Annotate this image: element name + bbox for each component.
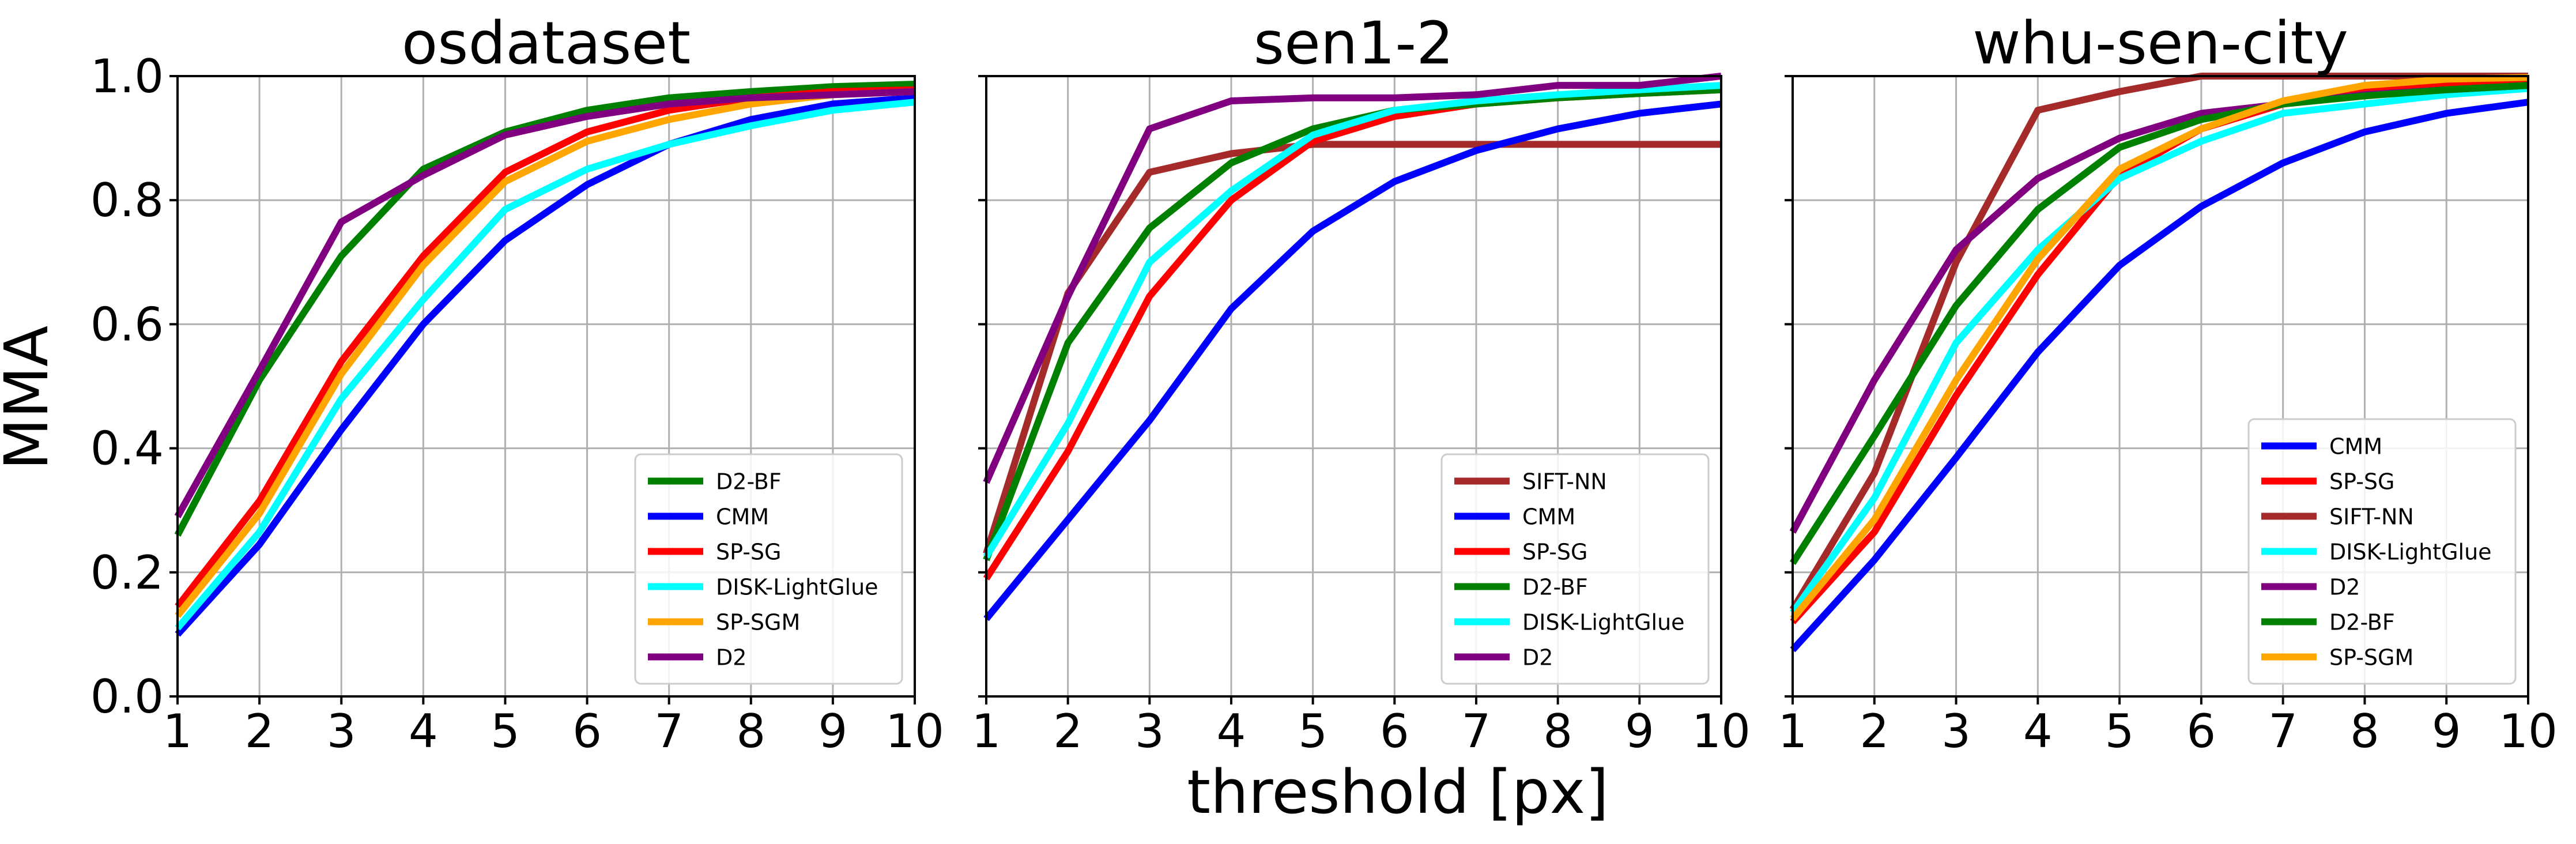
legend-box xyxy=(634,453,903,685)
series-line-cmm xyxy=(983,100,1722,621)
legend-entry: D2-BF xyxy=(716,469,782,495)
x-axis-label: threshold [px] xyxy=(1187,757,1609,827)
x-tick-label: 9 xyxy=(2432,704,2461,758)
x-tick-label: 1 xyxy=(972,704,1001,758)
x-tick-label: 4 xyxy=(1217,704,1246,758)
chart-panel-3: 1 2 3 4 5 6 7 8 9 10 whu-sen-city CMM SP-SG SIFT-NN DI… xyxy=(1778,9,2558,758)
x-tick-label: 10 xyxy=(885,704,944,758)
legend-entry: CMM xyxy=(716,504,769,530)
x-tick-label: 4 xyxy=(2023,704,2053,758)
legend-box xyxy=(1440,453,1710,685)
x-tick-label: 10 xyxy=(1692,704,1751,758)
series-line-disk-lightglue xyxy=(175,99,915,631)
y-tick-label: 0.2 xyxy=(90,546,164,600)
x-axis: 1 2 3 4 5 6 7 8 9 10 xyxy=(163,696,944,758)
series-line-d2-bf xyxy=(174,81,915,537)
y-axis xyxy=(978,75,986,698)
legend-entry: SIFT-NN xyxy=(2329,504,2414,530)
x-tick-label: 4 xyxy=(409,704,438,758)
series-lines xyxy=(983,73,1722,621)
x-tick-label: 5 xyxy=(2105,704,2134,758)
series-line-sift-nn xyxy=(983,141,1721,555)
x-tick-label: 3 xyxy=(327,704,356,758)
chart-panel-2: 1 2 3 4 5 6 7 8 9 10 sen1-2 SIFT-NN CMM SP-SG D2-BF DIS… xyxy=(972,9,1751,758)
x-tick-label: 7 xyxy=(2268,704,2298,758)
legend-entry: D2-BF xyxy=(1522,575,1588,600)
series-line-d2 xyxy=(983,73,1722,484)
legend-box xyxy=(2247,418,2517,685)
y-axis xyxy=(1785,75,1793,698)
x-tick-label: 6 xyxy=(1380,704,1409,758)
legend-entry: D2 xyxy=(2329,575,2360,600)
panel-title: osdataset xyxy=(402,9,691,78)
y-tick-label: 0.8 xyxy=(90,174,164,227)
legend-entry: D2 xyxy=(1522,645,1553,670)
x-tick-label: 8 xyxy=(1543,704,1572,758)
legend-entry: D2 xyxy=(716,645,746,670)
legend-entry: SP-SG xyxy=(716,540,781,565)
plot-frame xyxy=(176,75,916,698)
x-tick-label: 8 xyxy=(736,704,765,758)
plot-frame xyxy=(1791,75,2529,698)
x-tick-label: 3 xyxy=(1941,704,1971,758)
legend: CMM SP-SG SIFT-NN DISK-LightGlue D2 D2-BF SP-S… xyxy=(2247,418,2517,685)
x-tick-label: 9 xyxy=(1625,704,1654,758)
x-tick-label: 1 xyxy=(163,704,193,758)
x-tick-label: 2 xyxy=(1053,704,1083,758)
y-tick-label: 0.6 xyxy=(90,297,164,351)
series-line-cmm xyxy=(175,94,915,637)
legend-entry: SP-SGM xyxy=(2329,645,2413,670)
series-lines xyxy=(1789,73,2529,653)
legend-entry: SP-SG xyxy=(1522,540,1587,565)
legend-entry: CMM xyxy=(2329,434,2382,459)
series-line-disk-lightglue xyxy=(1790,85,2529,615)
x-tick-label: 1 xyxy=(1778,704,1808,758)
legend-entry: DISK-LightGlue xyxy=(1522,610,1685,635)
chart-panel-1: 1 2 3 4 5 6 7 8 9 10 0.0 0.2 0.4 0.6 0.8 1.0 osdataset D2… xyxy=(90,9,944,758)
x-axis: 1 2 3 4 5 6 7 8 9 10 xyxy=(972,696,1751,758)
x-tick-label: 2 xyxy=(1860,704,1889,758)
legend-entry: D2-BF xyxy=(2329,610,2395,635)
x-tick-label: 2 xyxy=(245,704,274,758)
series-line-d2-bf xyxy=(1789,82,2529,565)
x-tick-label: 10 xyxy=(2499,704,2558,758)
x-tick-label: 5 xyxy=(1298,704,1327,758)
legend-entry: SIFT-NN xyxy=(1522,469,1607,495)
plot-frame xyxy=(985,75,1722,698)
x-tick-label: 6 xyxy=(572,704,602,758)
series-line-d2 xyxy=(174,88,915,518)
y-tick-label: 0.0 xyxy=(90,670,164,724)
legend-entry: SP-SG xyxy=(2329,469,2394,495)
legend-entry: SP-SGM xyxy=(716,610,800,635)
chart-panels: 1 2 3 4 5 6 7 8 9 100.00.20.40.60.81.0 osdatasetD2… xyxy=(90,9,2558,758)
x-tick-label: 8 xyxy=(2350,704,2379,758)
x-axis: 1 2 3 4 5 6 7 8 9 10 xyxy=(1778,696,2558,758)
panel-title: sen1-2 xyxy=(1254,9,1454,78)
y-tick-label: 0.4 xyxy=(90,422,164,476)
series-line-sp-sgm xyxy=(1790,74,2529,621)
x-tick-label: 6 xyxy=(2186,704,2216,758)
y-tick-label: 1.0 xyxy=(90,50,164,103)
panel-title: whu-sen-city xyxy=(1972,9,2348,78)
y-axis: 0.0 0.2 0.4 0.6 0.8 1.0 xyxy=(90,50,178,724)
legend-entry: CMM xyxy=(1522,504,1575,530)
x-tick-label: 7 xyxy=(654,704,684,758)
series-line-disk-lightglue xyxy=(983,82,1722,559)
x-tick-label: 5 xyxy=(491,704,520,758)
legend-entry: DISK-LightGlue xyxy=(716,575,878,600)
series-lines xyxy=(174,81,915,637)
x-tick-label: 9 xyxy=(818,704,847,758)
legend-entry: DISK-LightGlue xyxy=(2329,540,2492,565)
x-tick-label: 7 xyxy=(1462,704,1491,758)
legend: SIFT-NN CMM SP-SG D2-BF DISK-LightGlue D2 xyxy=(1440,453,1710,685)
series-line-cmm xyxy=(1790,99,2529,653)
x-tick-label: 3 xyxy=(1135,704,1164,758)
y-axis-label: MMA xyxy=(0,326,62,470)
legend: D2-BF CMM SP-SG DISK-LightGlue SP-SGM D2 xyxy=(634,453,903,685)
